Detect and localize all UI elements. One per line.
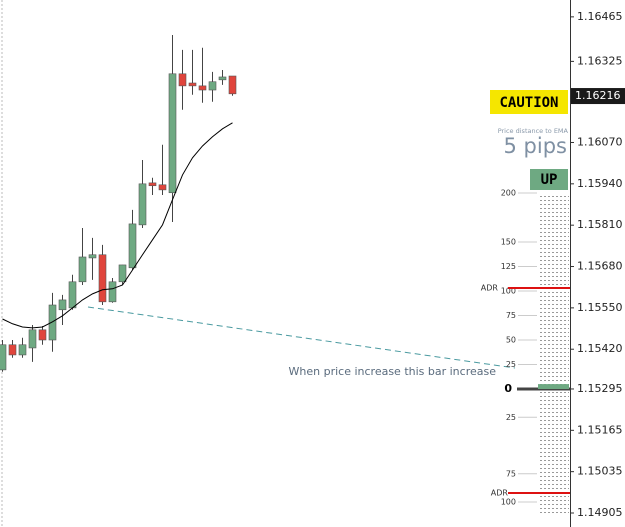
indicator-tick-label: 25 (506, 360, 516, 369)
y-tick-label: 1.15165 (577, 423, 623, 436)
candle-body (8, 344, 17, 356)
candle-body (148, 182, 157, 187)
y-tick-label: 1.16465 (577, 10, 623, 23)
candle-body (48, 304, 57, 341)
candle-body (118, 264, 127, 283)
trend: UP (541, 172, 558, 188)
candle-body (78, 256, 87, 283)
y-tick-label: 1.15420 (577, 342, 623, 355)
zero-label: 0 (504, 382, 512, 395)
candle-body (18, 344, 27, 356)
candle-body (58, 299, 67, 311)
candle-body (228, 75, 237, 95)
distance-caption: Price distance to EMA (498, 127, 569, 135)
adr-label: ADR (491, 488, 509, 497)
candle-body (28, 329, 37, 349)
indicator-tick-label: 200 (501, 189, 516, 198)
annotation: When price increase this bar increase (289, 365, 497, 378)
indicator-tick-label: 75 (506, 311, 516, 320)
indicator-tick-label: 100 (501, 498, 516, 507)
trend-box (530, 169, 568, 190)
candle-body (158, 184, 167, 191)
candle-body (188, 82, 197, 87)
candle-body (38, 329, 47, 341)
candle-body (68, 281, 77, 309)
indicator-tick-label: 100 (501, 287, 516, 296)
y-tick-label: 1.15940 (577, 177, 623, 190)
indicator-tick-label: 125 (501, 262, 516, 271)
y-tick-label: 1.15550 (577, 301, 623, 314)
candle-body (108, 281, 117, 303)
y-tick-label: 1.16325 (577, 54, 623, 67)
signal: CAUTION (499, 95, 558, 111)
indicator-tick-label: 25 (506, 413, 516, 422)
indicator-tick-label: 50 (506, 336, 516, 345)
candle-body (128, 223, 137, 269)
candle-body (0, 344, 7, 371)
y-tick-label: 1.14905 (577, 506, 623, 519)
signal-box (490, 90, 568, 114)
y-tick-label: 1.15035 (577, 465, 623, 478)
y-tick-label: 1.15295 (577, 382, 623, 395)
candle-body (208, 81, 217, 91)
distance-bar (538, 384, 569, 389)
candle-body (198, 85, 207, 91)
indicator-tick-label: 150 (501, 238, 516, 247)
indicator-grid (538, 195, 569, 515)
candle-body (218, 76, 227, 81)
candle-body (178, 73, 187, 87)
ema-line (2, 122, 233, 329)
candle-body (88, 254, 97, 259)
candle-body (168, 73, 177, 194)
y-tick-label: 1.15810 (577, 218, 623, 231)
last-price-label: 1.16216 (575, 89, 621, 102)
candle-body (98, 254, 107, 303)
indicator-tick-label: 75 (506, 469, 516, 478)
candle-body (138, 183, 147, 226)
adr-label: ADR (481, 284, 499, 293)
y-tick-label: 1.16070 (577, 135, 623, 148)
y-tick-label: 1.15680 (577, 260, 623, 273)
distance-label: 5 pips (504, 134, 567, 158)
annotation-arrow (87, 306, 516, 369)
last-price-box (571, 88, 625, 105)
